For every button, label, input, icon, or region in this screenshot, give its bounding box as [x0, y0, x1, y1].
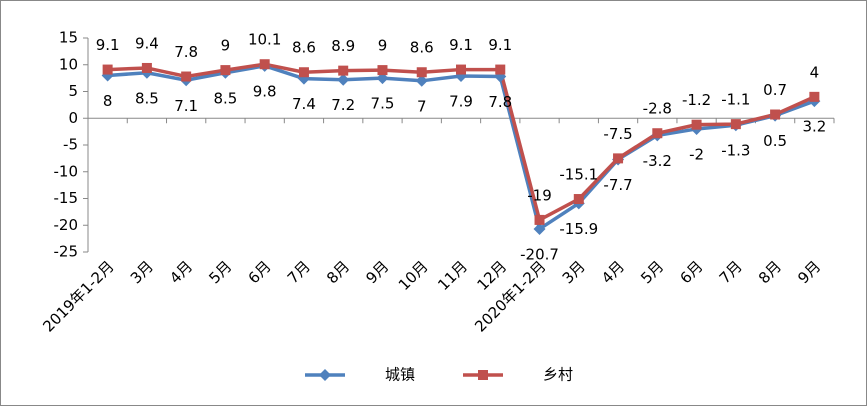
data-label: 7.4	[292, 95, 316, 113]
data-label: 9	[221, 37, 231, 55]
data-label: 7.8	[174, 43, 198, 61]
data-label: -1.1	[721, 91, 750, 109]
marker	[533, 222, 546, 235]
data-label: 9.1	[449, 36, 473, 54]
marker	[181, 71, 192, 82]
data-label: 7	[417, 97, 427, 115]
marker	[534, 214, 545, 225]
marker	[770, 109, 781, 120]
marker	[102, 64, 113, 75]
marker	[613, 153, 624, 164]
marker	[691, 119, 702, 130]
y-tick-label: -10	[54, 162, 79, 180]
data-label: 8.9	[331, 37, 355, 55]
y-tick-label: 10	[59, 55, 78, 73]
data-label: 7.1	[174, 97, 198, 115]
marker	[377, 65, 388, 76]
data-label: -7.5	[603, 125, 632, 143]
y-tick-label: -25	[54, 243, 79, 261]
y-tick-label: -15	[54, 189, 79, 207]
data-label: 9	[378, 37, 388, 55]
marker	[652, 128, 663, 139]
data-label: -19	[527, 186, 552, 204]
data-label: 0.5	[763, 132, 787, 150]
marker	[456, 64, 466, 75]
marker	[259, 59, 270, 70]
marker	[415, 74, 428, 87]
marker	[376, 72, 389, 85]
marker	[319, 369, 331, 381]
data-label: 9.1	[96, 36, 120, 54]
marker	[337, 73, 350, 86]
data-label: -7.7	[603, 176, 632, 194]
data-label: 8	[103, 92, 113, 110]
legend-label: 城镇	[385, 366, 415, 384]
y-tick-label: -5	[63, 136, 78, 154]
data-label: 9.4	[135, 34, 159, 52]
data-label: -2	[689, 145, 704, 163]
data-label: 8.5	[135, 89, 159, 107]
data-label: 9.8	[253, 82, 277, 100]
marker	[298, 67, 309, 78]
legend-label: 乡村	[543, 366, 573, 384]
data-label: 7.9	[449, 92, 473, 110]
data-label: 10.1	[248, 31, 281, 49]
data-label: -1.3	[721, 142, 750, 160]
marker	[573, 194, 584, 205]
marker	[416, 67, 427, 78]
marker	[338, 65, 349, 76]
data-label: -15.1	[559, 166, 598, 184]
marker	[730, 119, 741, 130]
marker	[809, 91, 820, 102]
data-label: 7.8	[488, 93, 512, 111]
data-label: 0.7	[763, 81, 787, 99]
data-label: 8.6	[292, 39, 316, 57]
data-label: -3.2	[643, 152, 672, 170]
y-tick-label: 15	[59, 29, 78, 47]
marker	[220, 65, 231, 76]
data-label: 3.2	[802, 118, 826, 136]
marker	[495, 64, 506, 75]
data-label: 8.5	[213, 89, 237, 107]
marker	[478, 370, 488, 380]
data-label: 4	[810, 63, 820, 81]
data-label: -2.8	[643, 100, 672, 118]
data-label: 8.6	[410, 39, 434, 57]
data-label: -20.7	[520, 245, 559, 263]
y-tick-label: -20	[54, 216, 79, 234]
data-label: -15.9	[559, 220, 598, 238]
data-label: 7.2	[331, 96, 355, 114]
marker	[141, 62, 152, 73]
data-label: 7.5	[371, 95, 395, 113]
y-tick-label: 5	[68, 82, 78, 100]
data-label: 9.1	[488, 36, 512, 54]
data-label: -1.2	[682, 91, 711, 109]
y-tick-label: 0	[68, 109, 78, 127]
